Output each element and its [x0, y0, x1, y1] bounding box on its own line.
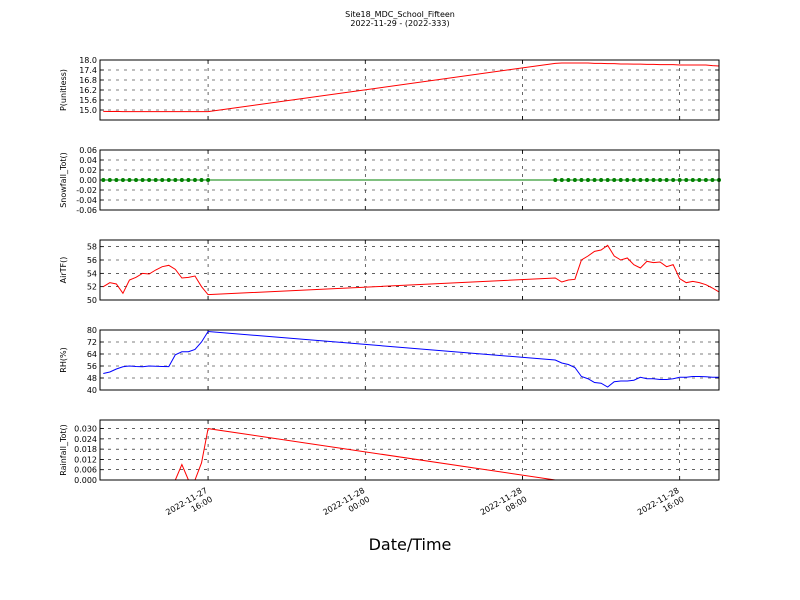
y-tick-label: 16.2: [79, 86, 97, 95]
data-point: [566, 178, 571, 182]
y-axis-label: AirTF(): [59, 257, 68, 284]
y-tick-label: 15.0: [79, 106, 97, 115]
chart-subtitle: 2022-11-29 - (2022-333): [350, 19, 449, 28]
data-point: [599, 178, 604, 182]
y-tick-label: 72: [87, 338, 97, 347]
plot-frame: [99, 149, 720, 211]
y-tick-label: 0.02: [79, 166, 97, 175]
y-tick-label: 54: [87, 269, 97, 278]
y-tick-label: 18.0: [79, 56, 97, 65]
data-point: [173, 178, 178, 182]
data-point: [644, 178, 649, 182]
plot-frame: [99, 329, 720, 391]
series-line: [103, 330, 719, 388]
y-tick-label: 15.6: [79, 96, 97, 105]
data-point: [186, 178, 191, 182]
y-tick-label: 64: [87, 350, 97, 359]
plot-frame: [99, 59, 720, 121]
data-point: [192, 178, 197, 182]
y-axis-label: RH(%): [59, 347, 68, 372]
data-point: [107, 178, 112, 182]
y-tick-label: 80: [87, 326, 97, 335]
series-line: [103, 244, 719, 296]
y-tick-label: 16.8: [79, 76, 97, 85]
y-tick-label: 56: [87, 256, 97, 265]
y-tick-label: 0.030: [74, 425, 97, 434]
data-point: [120, 178, 125, 182]
y-tick-label: 0.00: [79, 176, 97, 185]
plot-frame: [99, 419, 720, 481]
y-tick-label: 0.018: [74, 445, 97, 454]
y-tick-label: -0.06: [76, 206, 97, 215]
y-tick-label: 40: [87, 386, 97, 395]
data-point: [559, 178, 564, 182]
y-tick-label: 0.04: [79, 156, 97, 165]
data-point: [127, 178, 132, 182]
y-tick-label: -0.02: [76, 186, 97, 195]
data-point: [153, 178, 158, 182]
y-axis-label: P(unitless): [59, 69, 68, 111]
data-point: [592, 178, 597, 182]
y-axis-label: Rainfall_Tot(): [59, 424, 68, 476]
y-tick-label: 0.06: [79, 146, 97, 155]
y-tick-label: 52: [87, 283, 97, 292]
data-point: [658, 178, 663, 182]
y-tick-label: 0.012: [74, 455, 97, 464]
data-point: [664, 178, 669, 182]
data-point: [612, 178, 617, 182]
series-line: [103, 62, 719, 113]
y-tick-label: 0.006: [74, 466, 97, 475]
x-axis-label: Date/Time: [369, 535, 452, 554]
data-point: [703, 178, 708, 182]
data-point: [579, 178, 584, 182]
data-point: [677, 178, 682, 182]
data-point: [147, 178, 152, 182]
y-tick-label: 0.000: [74, 476, 97, 485]
y-tick-label: -0.04: [76, 196, 97, 205]
y-tick-label: 17.4: [79, 66, 97, 75]
data-point: [605, 178, 610, 182]
data-point: [690, 178, 695, 182]
y-tick-label: 48: [87, 374, 97, 383]
data-point: [166, 178, 171, 182]
data-point: [199, 178, 204, 182]
data-point: [631, 178, 636, 182]
data-point: [651, 178, 656, 182]
data-point: [101, 178, 106, 182]
y-tick-label: 56: [87, 362, 97, 371]
data-point: [697, 178, 702, 182]
data-point: [618, 178, 623, 182]
data-point: [134, 178, 139, 182]
data-point: [684, 178, 689, 182]
data-point: [140, 178, 145, 182]
data-point: [114, 178, 119, 182]
data-point: [553, 178, 558, 182]
data-point: [179, 178, 184, 182]
data-point: [585, 178, 590, 182]
y-axis-label: Snowfall_Tot(): [59, 152, 68, 208]
data-point: [206, 178, 211, 182]
plot-frame: [99, 239, 720, 301]
data-point: [160, 178, 165, 182]
data-point: [710, 178, 715, 182]
chart-title: Site18_MDC_School_Fifteen: [345, 10, 455, 19]
y-tick-label: 58: [87, 243, 97, 252]
y-tick-label: 50: [87, 296, 97, 305]
data-point: [671, 178, 676, 182]
data-point: [638, 178, 643, 182]
data-point: [625, 178, 630, 182]
data-point: [572, 178, 577, 182]
y-tick-label: 0.024: [74, 435, 97, 444]
